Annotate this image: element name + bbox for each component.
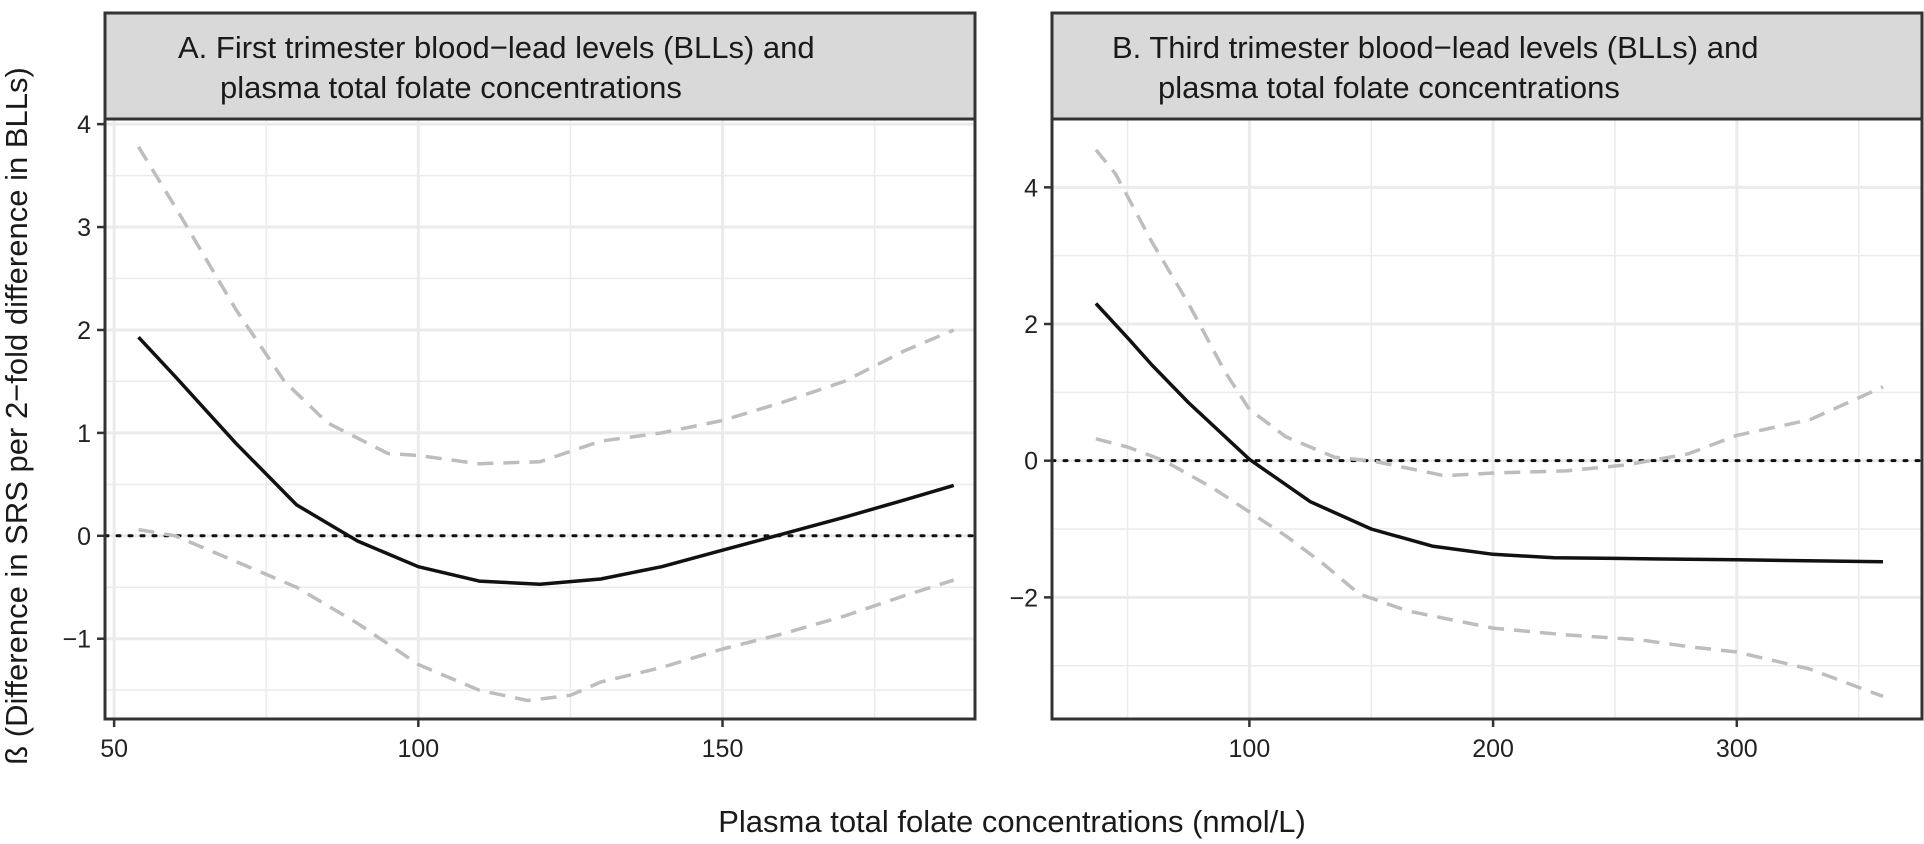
panel-b-y-tick-label: 0 — [1024, 448, 1038, 476]
y-axis-title: ß (Difference in SRS per 2−fold differen… — [0, 67, 34, 765]
panel-a-border — [103, 117, 977, 721]
panel-b-axes: 100 200 300 −2 0 2 4 — [1009, 174, 1757, 763]
panel-a-plot-background — [105, 119, 975, 719]
panel-a-x-tick-label: 50 — [100, 735, 128, 763]
panel-a-y-tick-label: 0 — [77, 523, 91, 551]
panel-b-title-line1: B. Third trimester blood−lead levels (BL… — [1112, 30, 1758, 65]
panel-b-y-tick-label: −2 — [1009, 584, 1038, 612]
panel-a-title-line2: plasma total folate concentrations — [220, 70, 682, 105]
panel-a-series — [137, 145, 955, 703]
panel-b-x-tick-label: 200 — [1472, 735, 1514, 763]
panel-b-plot-background — [1052, 119, 1922, 719]
panel-a-x-tick-label: 150 — [702, 735, 744, 763]
panel-a-y-tick-label: 1 — [77, 420, 91, 448]
x-axis-title: Plasma total folate concentrations (nmol… — [718, 804, 1306, 839]
panel-b: B. Third trimester blood−lead levels (BL… — [1009, 11, 1924, 763]
panel-a-lower-ci-line — [138, 527, 955, 703]
panel-a-upper-ci-line — [137, 145, 955, 466]
panel-a-strip — [103, 11, 977, 121]
panel-b-title-line2: plasma total folate concentrations — [1158, 70, 1620, 105]
panel-b-x-tick-label: 300 — [1716, 735, 1758, 763]
panel-a-y-tick-label: 4 — [77, 111, 91, 139]
panel-b-x-tick-label: 100 — [1229, 735, 1271, 763]
panel-a-title-line1: A. First trimester blood−lead levels (BL… — [178, 30, 815, 65]
panel-b-y-tick-label: 4 — [1024, 174, 1038, 202]
panel-a-x-tick-label: 100 — [397, 735, 439, 763]
panel-b-y-tick-label: 2 — [1024, 311, 1038, 339]
panel-b-series — [1094, 148, 1884, 699]
panel-b-estimate-line — [1094, 302, 1884, 564]
panel-a: A. First trimester blood−lead levels (BL… — [62, 11, 977, 763]
panel-a-estimate-line — [137, 336, 955, 586]
panel-b-border — [1050, 117, 1924, 721]
panel-a-axes: 50 100 150 −1 0 1 2 3 4 — [62, 111, 743, 763]
panel-a-y-tick-label: 3 — [77, 214, 91, 242]
panel-a-y-tick-label: −1 — [62, 626, 91, 654]
panel-b-grid — [1052, 118, 1922, 719]
panel-a-y-tick-label: 2 — [77, 317, 91, 345]
